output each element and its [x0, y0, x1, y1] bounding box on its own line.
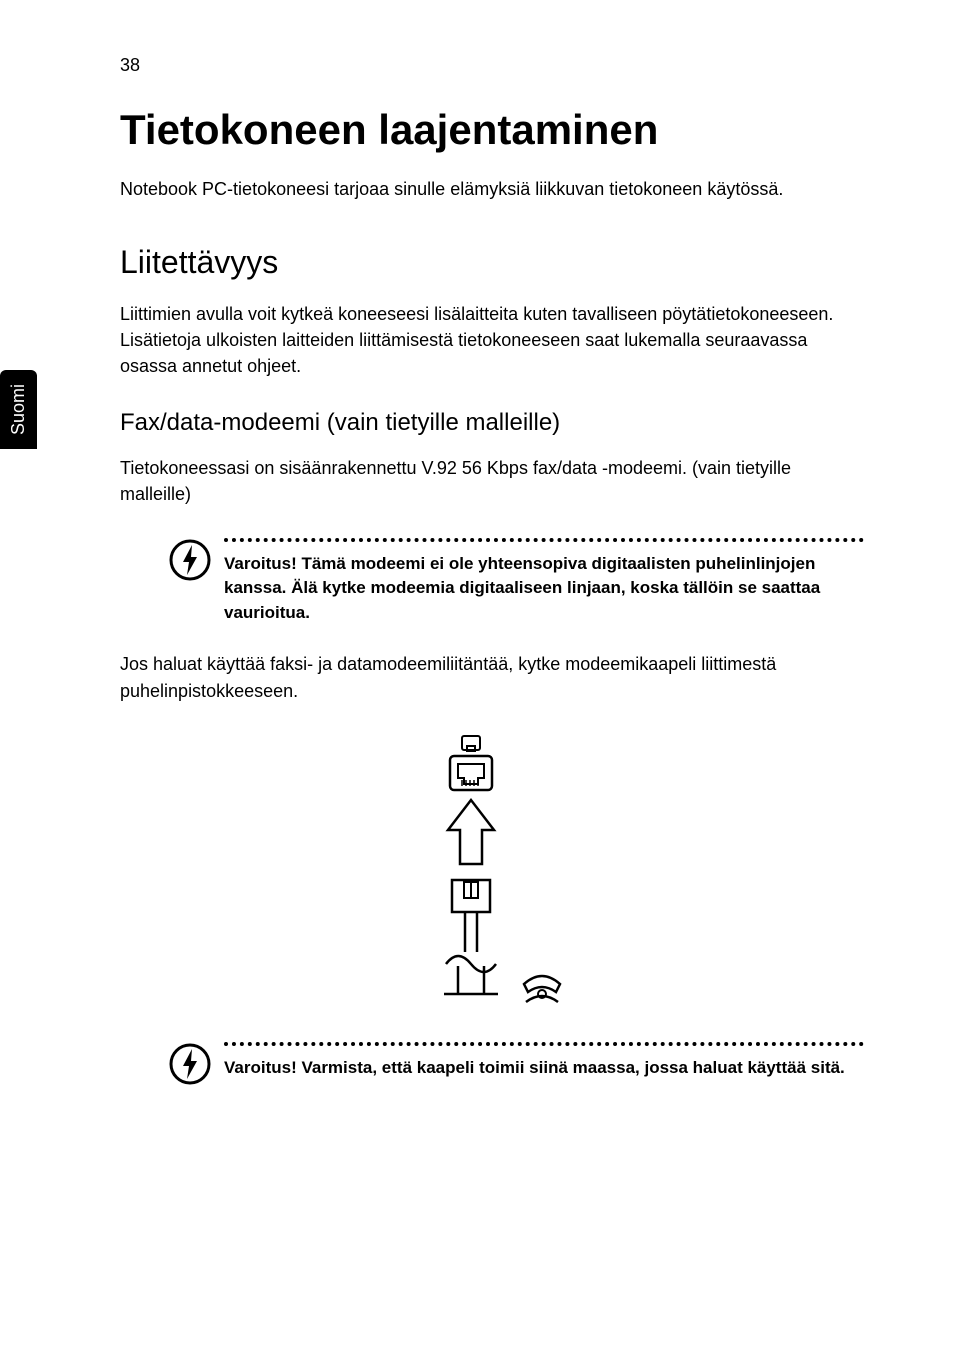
language-tab: Suomi	[0, 370, 37, 449]
telephone-icon	[524, 976, 560, 1002]
subsection-heading: Fax/data-modeemi (vain tietyille malleil…	[120, 409, 864, 437]
page-number: 38	[120, 55, 864, 76]
page-title: Tietokoneen laajentaminen	[120, 106, 864, 154]
up-arrow-icon	[448, 800, 494, 864]
intro-paragraph: Notebook PC-tietokoneesi tarjoaa sinulle…	[120, 176, 864, 202]
warning-block: Varoitus! Varmista, että kaapeli toimii …	[168, 1042, 864, 1091]
rj11-plug-icon	[444, 880, 498, 994]
rj11-port-icon	[462, 736, 480, 751]
section-heading: Liitettävyys	[120, 244, 864, 281]
warning-text: Varoitus! Tämä modeemi ei ole yhteensopi…	[224, 552, 864, 626]
body-paragraph: Liittimien avulla voit kytkeä koneeseesi…	[120, 301, 864, 379]
warning-text: Varoitus! Varmista, että kaapeli toimii …	[224, 1056, 864, 1081]
page-content: 38 Tietokoneen laajentaminen Notebook PC…	[0, 0, 954, 1091]
body-paragraph: Tietokoneessasi on sisäänrakennettu V.92…	[120, 455, 864, 507]
dotted-divider	[224, 1042, 864, 1046]
lightning-circle-icon	[168, 538, 212, 587]
lightning-circle-icon	[168, 1042, 212, 1091]
warning-block: Varoitus! Tämä modeemi ei ole yhteensopi…	[168, 538, 864, 626]
dotted-divider	[224, 538, 864, 542]
body-paragraph: Jos haluat käyttää faksi- ja datamodeemi…	[120, 651, 864, 703]
connection-diagram	[120, 734, 864, 1024]
